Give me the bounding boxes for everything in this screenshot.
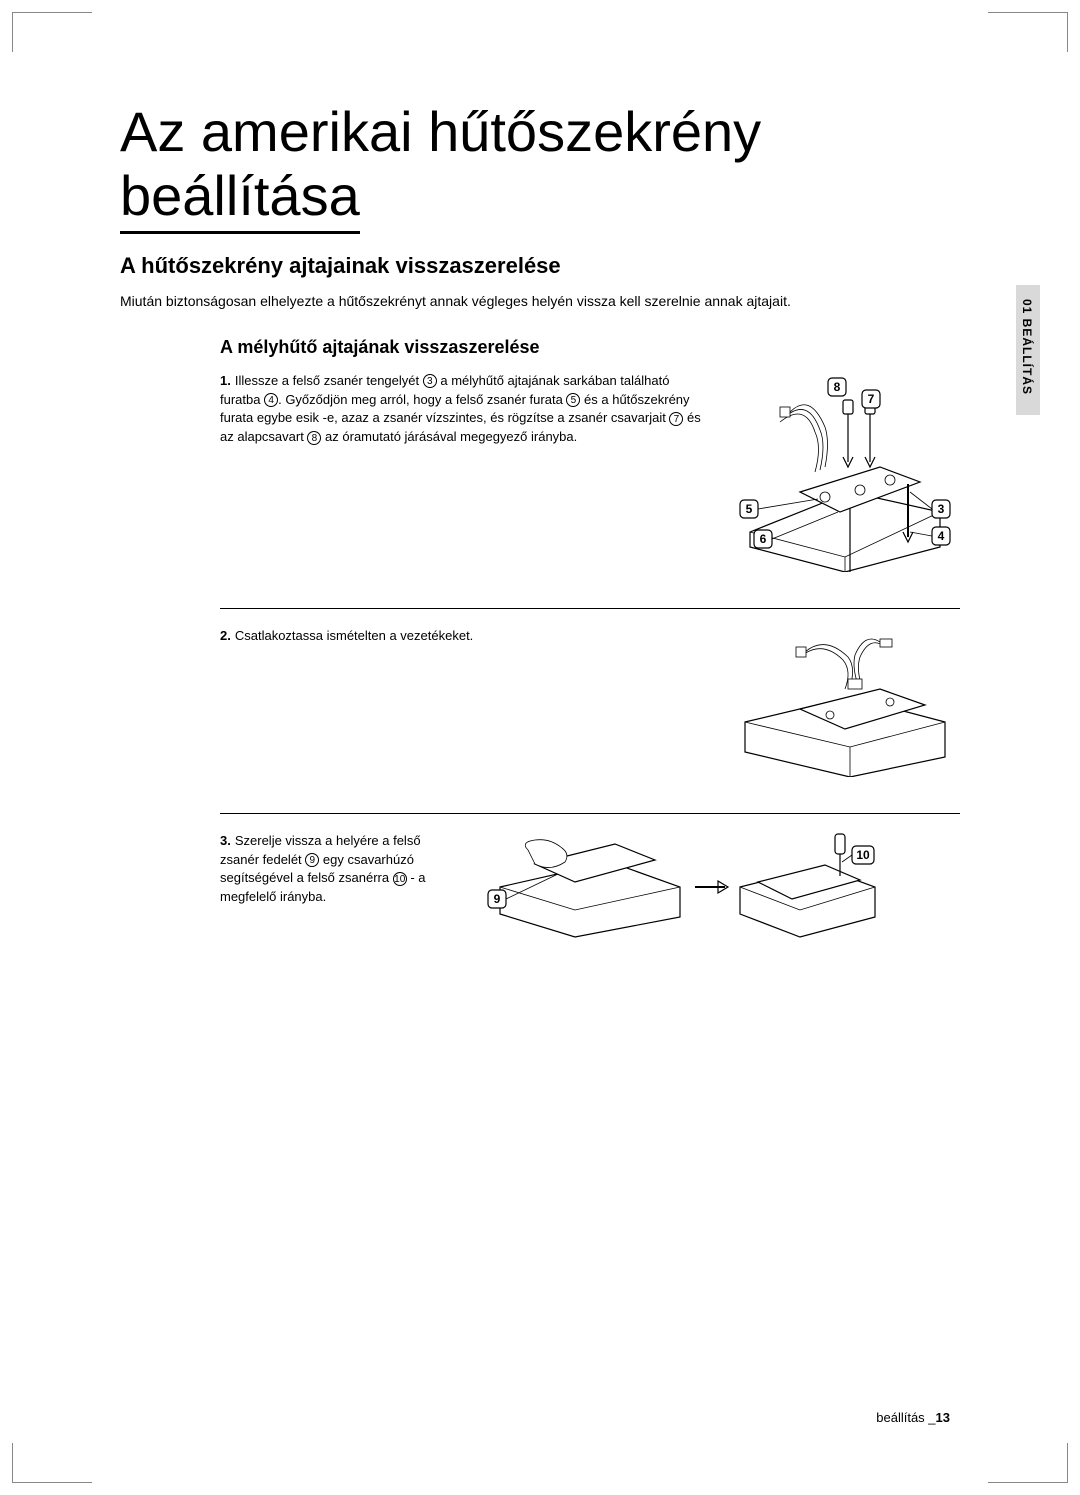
divider <box>220 813 960 814</box>
step-2-num: 2. <box>220 628 231 643</box>
svg-text:4: 4 <box>938 529 945 543</box>
title-line-2: beállítása <box>120 164 360 234</box>
intro-paragraph: Miután biztonságosan elhelyezte a hűtősz… <box>120 293 960 309</box>
crop-mark <box>12 12 92 52</box>
step-1-figure: 8 7 5 6 <box>730 372 960 572</box>
crop-mark <box>12 1443 92 1483</box>
step-3-num: 3. <box>220 833 231 848</box>
page-title: Az amerikai hűtőszekrény beállítása <box>120 100 960 229</box>
section-heading: A hűtőszekrény ajtajainak visszaszerelés… <box>120 253 960 279</box>
step-3-figure: 9 10 <box>480 832 880 942</box>
footer-page-number: 13 <box>936 1410 950 1425</box>
ref-10-icon: 10 <box>393 872 407 886</box>
t: Csatlakoztassa ismételten a vezetékeket. <box>235 628 473 643</box>
step-1: 1.Illessze a felső zsanér tengelyét 3 a … <box>120 372 960 596</box>
t: az óramutató járásával megegyező irányba… <box>321 429 577 444</box>
svg-text:9: 9 <box>494 892 501 906</box>
crop-mark <box>988 12 1068 52</box>
divider <box>220 608 960 609</box>
page-footer: beállítás _13 <box>876 1410 950 1425</box>
ref-8-icon: 8 <box>307 431 321 445</box>
step-2-text: 2. Csatlakoztassa ismételten a vezetékeke… <box>220 627 710 646</box>
page: 01 BEÁLLÍTÁS Az amerikai hűtőszekrény be… <box>0 0 1080 1495</box>
svg-text:10: 10 <box>856 848 870 862</box>
sub-heading: A mélyhűtő ajtajának visszaszerelése <box>120 337 960 358</box>
svg-text:8: 8 <box>834 380 841 394</box>
svg-text:6: 6 <box>760 532 767 546</box>
svg-text:7: 7 <box>868 392 875 406</box>
step-1-text: 1.Illessze a felső zsanér tengelyét 3 a … <box>220 372 710 447</box>
step-1-num: 1. <box>220 373 231 388</box>
step-3-text: 3.Szerelje vissza a helyére a felső zsan… <box>220 832 460 907</box>
ref-5-icon: 5 <box>566 393 580 407</box>
t: Illessze a felső zsanér tengelyét <box>235 373 423 388</box>
side-tab: 01 BEÁLLÍTÁS <box>1016 285 1040 705</box>
hinge-assembly-icon: 8 7 5 6 <box>730 372 960 572</box>
connect-wires-icon <box>730 627 960 777</box>
ref-4-icon: 4 <box>264 393 278 407</box>
step-2: 2. Csatlakoztassa ismételten a vezetékeke… <box>120 627 960 801</box>
cover-install-icon: 9 10 <box>480 832 880 942</box>
ref-3-icon: 3 <box>423 374 437 388</box>
side-tab-label: 01 BEÁLLÍTÁS <box>1020 299 1034 395</box>
step-2-figure <box>730 627 960 777</box>
footer-label: beállítás _ <box>876 1410 935 1425</box>
svg-text:3: 3 <box>938 502 945 516</box>
crop-mark <box>988 1443 1068 1483</box>
svg-text:5: 5 <box>746 502 753 516</box>
content-area: Az amerikai hűtőszekrény beállítása A hű… <box>120 100 960 966</box>
ref-7-icon: 7 <box>669 412 683 426</box>
step-3: 3.Szerelje vissza a helyére a felső zsan… <box>120 832 960 966</box>
t: . Győződjön meg arról, hogy a felső zsan… <box>278 392 566 407</box>
ref-9-icon: 9 <box>305 853 319 867</box>
title-line-1: Az amerikai hűtőszekrény <box>120 100 761 163</box>
